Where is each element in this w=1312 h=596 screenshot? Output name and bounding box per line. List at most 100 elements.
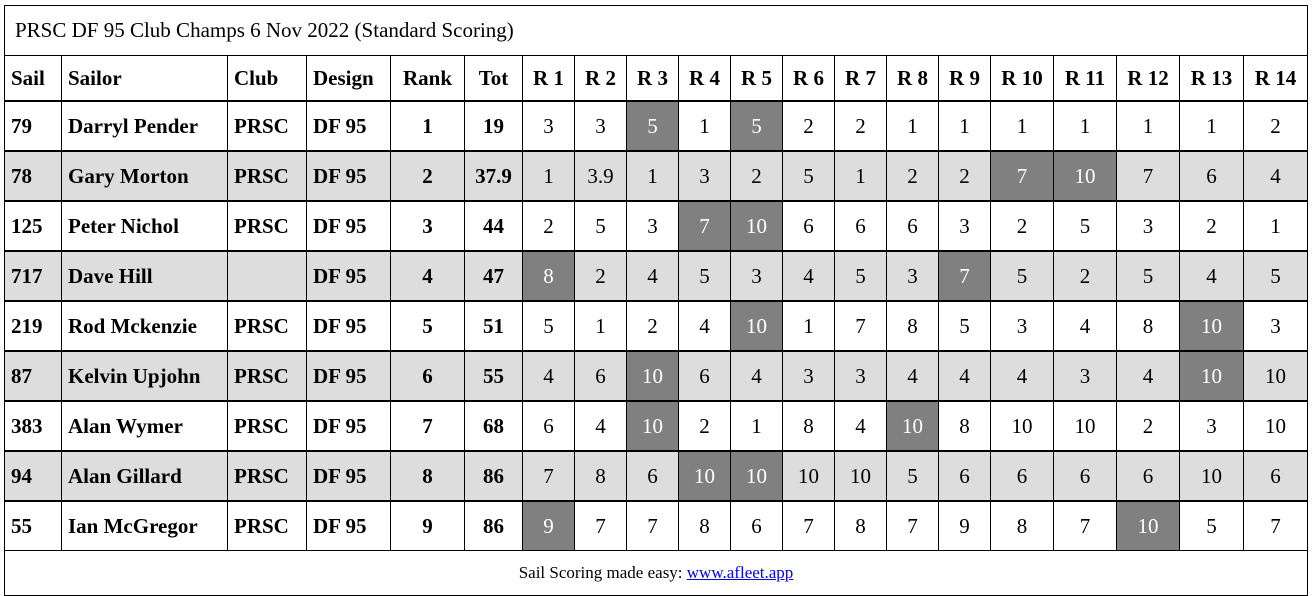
design-cell: DF 95 — [306, 150, 391, 202]
race-score-discarded-cell: 5 — [730, 100, 783, 152]
race-score-cell: 7 — [1116, 150, 1180, 202]
race-score-discarded-cell: 9 — [522, 500, 575, 551]
race-score-cell: 7 — [1053, 500, 1117, 551]
column-header-design: Design — [306, 55, 391, 102]
rank-cell: 2 — [390, 150, 465, 202]
race-score-cell: 6 — [782, 200, 835, 252]
race-score-discarded-cell: 10 — [1116, 500, 1180, 551]
column-header-r5: R 5 — [730, 55, 783, 102]
race-score-cell: 2 — [626, 300, 679, 352]
race-score-cell: 7 — [834, 300, 887, 352]
column-header-rank: Rank — [390, 55, 465, 102]
table-row: 94 Alan Gillard PRSC DF 95 8 86 7 8 6 10 10 10 10 5 6 6… — [4, 450, 1308, 502]
sailor-cell: Gary Morton — [61, 150, 228, 202]
rank-cell: 8 — [390, 450, 465, 502]
race-score-cell: 4 — [1053, 300, 1117, 352]
rank-cell: 1 — [390, 100, 465, 152]
total-cell: 55 — [464, 350, 523, 402]
race-score-cell: 4 — [574, 400, 627, 452]
column-header-r2: R 2 — [574, 55, 627, 102]
race-score-cell: 10 — [990, 400, 1054, 452]
race-score-cell: 6 — [626, 450, 679, 502]
table-row: 219 Rod Mckenzie PRSC DF 95 5 51 5 1 2 4 10 1 7 8 5 3 4 8… — [4, 300, 1308, 352]
race-score-cell: 2 — [522, 200, 575, 252]
results-table: PRSC DF 95 Club Champs 6 Nov 2022 (Stand… — [4, 5, 1308, 596]
table-row: 78 Gary Morton PRSC DF 95 2 37.9 1 3.9 1 3 2 5 1 2 2 7 1… — [4, 150, 1308, 202]
club-cell: PRSC — [227, 100, 307, 152]
race-score-cell: 1 — [678, 100, 731, 152]
sail-cell: 219 — [4, 300, 62, 352]
race-score-cell: 3 — [938, 200, 991, 252]
race-score-cell: 1 — [938, 100, 991, 152]
race-score-cell: 5 — [834, 250, 887, 302]
race-score-cell: 2 — [1179, 200, 1244, 252]
column-header-r12: R 12 — [1116, 55, 1180, 102]
club-cell: PRSC — [227, 400, 307, 452]
race-score-cell: 3 — [782, 350, 835, 402]
column-header-r4: R 4 — [678, 55, 731, 102]
sailor-cell: Alan Wymer — [61, 400, 228, 452]
race-score-cell: 3 — [1053, 350, 1117, 402]
race-score-cell: 8 — [1116, 300, 1180, 352]
race-score-discarded-cell: 10 — [730, 450, 783, 502]
sailor-cell: Ian McGregor — [61, 500, 228, 551]
column-header-r14: R 14 — [1243, 55, 1308, 102]
race-score-discarded-cell: 10 — [1179, 350, 1244, 402]
design-cell: DF 95 — [306, 500, 391, 551]
race-score-cell: 3 — [574, 100, 627, 152]
table-row: 55 Ian McGregor PRSC DF 95 9 86 9 7 7 8 6 7 8 7 9 8 7 10 5… — [4, 500, 1308, 551]
column-header-r3: R 3 — [626, 55, 679, 102]
club-cell: PRSC — [227, 200, 307, 252]
total-cell: 47 — [464, 250, 523, 302]
race-score-cell: 7 — [626, 500, 679, 551]
sail-cell: 383 — [4, 400, 62, 452]
race-score-cell: 1 — [730, 400, 783, 452]
rank-cell: 9 — [390, 500, 465, 551]
race-score-cell: 5 — [938, 300, 991, 352]
race-score-cell: 5 — [1053, 200, 1117, 252]
race-score-cell: 6 — [1179, 150, 1244, 202]
race-score-cell: 1 — [626, 150, 679, 202]
race-score-cell: 2 — [990, 200, 1054, 252]
sailor-cell: Peter Nichol — [61, 200, 228, 252]
race-score-cell: 4 — [678, 300, 731, 352]
race-score-cell: 3 — [730, 250, 783, 302]
race-score-cell: 3 — [1243, 300, 1308, 352]
race-score-cell: 5 — [886, 450, 939, 502]
race-score-discarded-cell: 8 — [522, 250, 575, 302]
race-score-cell: 10 — [1053, 400, 1117, 452]
race-score-cell: 3 — [626, 200, 679, 252]
club-cell: PRSC — [227, 150, 307, 202]
race-score-discarded-cell: 10 — [730, 300, 783, 352]
afleet-link[interactable]: www.afleet.app — [686, 563, 794, 582]
race-score-cell: 2 — [834, 100, 887, 152]
design-cell: DF 95 — [306, 350, 391, 402]
footer-row: Sail Scoring made easy: www.afleet.app — [4, 550, 1308, 596]
column-header-r7: R 7 — [834, 55, 887, 102]
footer-text: Sail Scoring made easy: — [518, 563, 687, 582]
column-header-r11: R 11 — [1053, 55, 1117, 102]
race-score-cell: 1 — [1243, 200, 1308, 252]
race-score-cell: 6 — [938, 450, 991, 502]
race-score-cell: 5 — [782, 150, 835, 202]
design-cell: DF 95 — [306, 200, 391, 252]
race-score-cell: 4 — [886, 350, 939, 402]
race-score-discarded-cell: 10 — [1179, 300, 1244, 352]
race-score-cell: 2 — [574, 250, 627, 302]
race-score-cell: 5 — [522, 300, 575, 352]
column-header-sailor: Sailor — [61, 55, 228, 102]
sailor-cell: Alan Gillard — [61, 450, 228, 502]
race-score-cell: 2 — [1116, 400, 1180, 452]
race-score-cell: 8 — [574, 450, 627, 502]
table-row: 383 Alan Wymer PRSC DF 95 7 68 6 4 10 2 1 8 4 10 8 10 10… — [4, 400, 1308, 452]
sailor-cell: Kelvin Upjohn — [61, 350, 228, 402]
race-score-cell: 8 — [678, 500, 731, 551]
race-score-cell: 8 — [886, 300, 939, 352]
race-score-cell: 6 — [834, 200, 887, 252]
race-score-cell: 10 — [834, 450, 887, 502]
total-cell: 68 — [464, 400, 523, 452]
race-score-cell: 2 — [678, 400, 731, 452]
race-score-cell: 1 — [1053, 100, 1117, 152]
race-score-discarded-cell: 10 — [626, 400, 679, 452]
column-header-r9: R 9 — [938, 55, 991, 102]
